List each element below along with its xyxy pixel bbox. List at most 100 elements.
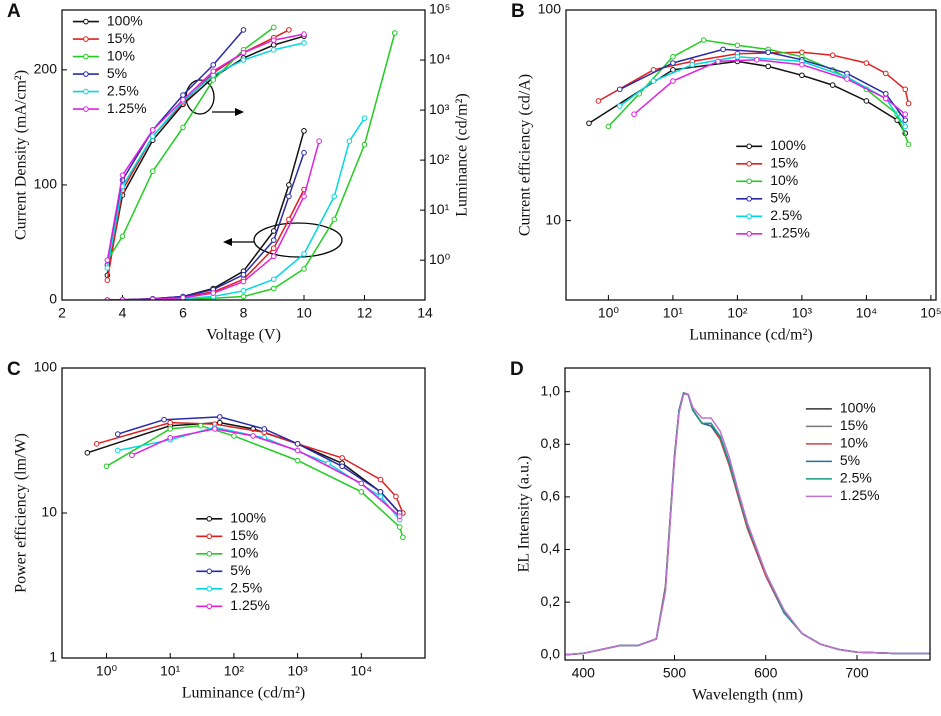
y2-axis-title: Luminance (cd/m²) (454, 93, 471, 216)
legend-label: 10% (770, 172, 798, 188)
legend-label: 100% (230, 510, 266, 526)
x-tick-label: 4 (119, 305, 127, 321)
point (270, 228, 277, 234)
point (631, 111, 637, 118)
axes-frame (564, 367, 931, 661)
plot-area (586, 37, 912, 148)
x-axis-title: Luminance (cd/m²) (182, 685, 305, 702)
point (270, 253, 277, 260)
point (286, 193, 292, 200)
point (331, 193, 338, 200)
point (391, 30, 398, 36)
x-tick-label: 10³ (792, 305, 813, 321)
point (829, 82, 836, 88)
x-tick-label: 12 (357, 305, 373, 321)
series-line (122, 32, 396, 300)
legend-label: 2.5% (230, 580, 262, 596)
point (400, 534, 406, 541)
legend-label: 2.5% (107, 82, 139, 98)
x-tick-label: 10¹ (663, 305, 684, 321)
series-line (117, 426, 401, 521)
x-tick-label: 10⁵ (920, 305, 941, 321)
y2-tick-label: 10³ (429, 101, 450, 117)
point (286, 182, 292, 188)
point (231, 433, 237, 439)
x-axis-title: Wavelength (nm) (692, 687, 803, 704)
y2-tick-label: 10¹ (429, 201, 450, 217)
series-line (107, 117, 366, 300)
axes-frame (61, 367, 426, 659)
y-tick-label: 10 (41, 504, 57, 520)
series-line (106, 29, 245, 266)
legend-marker (206, 603, 213, 610)
point (396, 524, 403, 530)
point (905, 141, 912, 148)
legend-marker (83, 71, 89, 77)
point (883, 95, 889, 102)
x-axis-title: Voltage (V) (206, 327, 281, 344)
point (250, 433, 256, 439)
point (799, 61, 805, 68)
point (358, 480, 365, 487)
plot-area (84, 414, 406, 541)
series-layer (565, 392, 930, 656)
y2-tick-label: 10⁰ (429, 251, 451, 267)
legend-label: 15% (107, 30, 135, 46)
legend-marker (206, 516, 213, 522)
point (294, 441, 301, 447)
series-line (607, 39, 910, 145)
point (650, 78, 657, 84)
point (301, 149, 307, 156)
legend-label: 15% (840, 417, 868, 433)
point (240, 293, 247, 300)
x-tick-label: 10⁰ (598, 305, 620, 321)
series-line (96, 421, 404, 514)
point (270, 37, 277, 43)
point (377, 493, 384, 500)
point (294, 447, 301, 454)
point (210, 77, 217, 83)
point (393, 493, 399, 500)
legend-marker (746, 161, 753, 167)
point (301, 251, 307, 257)
x-tick-label: 10³ (287, 663, 308, 679)
panel-letter: A (7, 1, 21, 22)
legend-marker (83, 106, 89, 112)
point (670, 78, 676, 84)
point (180, 92, 186, 98)
point (734, 42, 741, 49)
point (734, 53, 741, 60)
y-tick-label: 100 (538, 1, 562, 17)
x-tick-label: 10 (296, 305, 312, 321)
point (240, 57, 247, 63)
point (595, 98, 602, 104)
point (167, 435, 174, 441)
legend-label: 5% (770, 190, 790, 206)
point (149, 133, 156, 140)
legend-marker (746, 143, 753, 150)
point (270, 24, 277, 31)
x-tick-label: 700 (845, 665, 869, 681)
point (167, 426, 174, 432)
series-line (106, 33, 305, 261)
series-line (131, 428, 401, 517)
point (104, 277, 111, 283)
point (902, 123, 909, 130)
y-tick-label: 0 (49, 291, 57, 307)
point (210, 68, 217, 74)
point (700, 37, 707, 43)
legend-marker (746, 178, 753, 185)
legend-marker (746, 213, 753, 220)
y2-tick-label: 10⁵ (429, 1, 450, 17)
y-tick-label: 10 (545, 211, 561, 227)
axes-frame (61, 9, 426, 301)
point (210, 290, 217, 296)
plot-area (565, 392, 930, 656)
point (829, 52, 836, 59)
point (616, 103, 623, 109)
series-line (619, 48, 906, 121)
legend-label: 5% (107, 65, 127, 81)
point (119, 172, 126, 178)
y-axis-title: Power efficiency (lm/W) (13, 433, 30, 593)
